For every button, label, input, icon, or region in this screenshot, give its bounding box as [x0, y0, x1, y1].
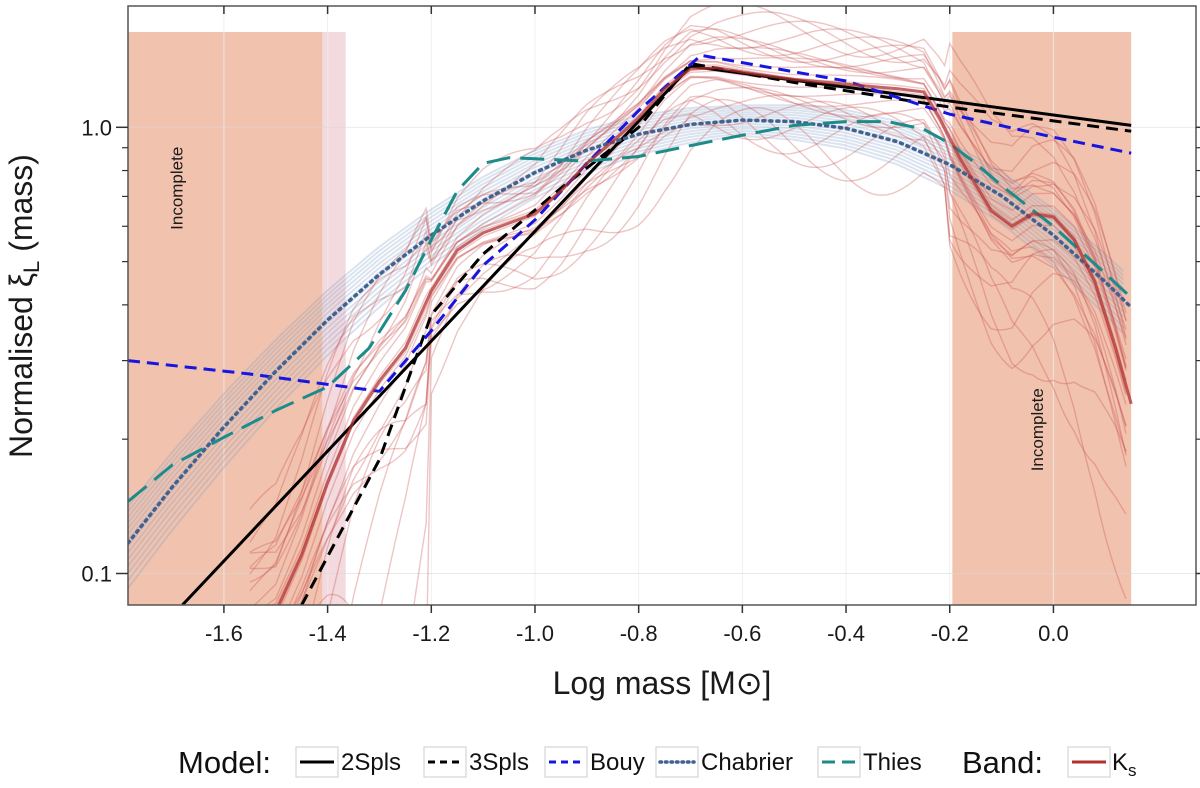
series-line-3spls: [300, 62, 1132, 605]
legend-label-ks: Ks: [1112, 749, 1137, 780]
x-tick-label: -0.6: [723, 621, 761, 646]
x-tick-label: 0.0: [1038, 621, 1069, 646]
legend-label-ks-subscript: s: [1128, 761, 1137, 780]
chabrier-ensemble-line: [128, 132, 1125, 582]
incomplete-label-1: Incomplete: [167, 147, 186, 230]
legend-label-thies: Thies: [863, 749, 922, 776]
legend-label-bouy: Bouy: [590, 749, 645, 776]
chabrier-ensemble-line: [128, 127, 1125, 567]
y-axis-title-subscript: L: [19, 261, 44, 273]
x-tick-label: -1.4: [309, 621, 347, 646]
legend-label-2spls: 2Spls: [341, 749, 401, 776]
chabrier-ensemble-line: [128, 122, 1125, 554]
y-axis-title: Normalised ξL (mass): [3, 154, 44, 458]
x-axis-title: Log mass [M⊙]: [553, 665, 772, 701]
ks-ensemble-line: [249, 46, 1127, 592]
y-axis-title-main: Normalised ξ: [3, 273, 39, 458]
ks-ensemble-line: [249, 24, 1127, 554]
ks-ensemble-line: [350, 99, 1127, 605]
legend-model-title: Model:: [178, 745, 271, 780]
ks-ensemble-line: [281, 70, 1127, 605]
legend-label-ks-main: K: [1112, 749, 1128, 776]
ks-ensemble-line: [300, 94, 1127, 605]
ks-ensemble-line: [293, 78, 1127, 605]
chabrier-ensemble-line: [128, 125, 1125, 560]
y-tick-label: 0.1: [81, 562, 112, 587]
ks-ensemble-line: [249, 20, 1127, 575]
ks-ensemble-line: [288, 75, 1127, 605]
series-line-chabrier: [128, 118, 1133, 545]
legend-label-chabrier: Chabrier: [701, 749, 793, 776]
ks-ensemble-line: [292, 86, 1127, 605]
x-tick-label: -0.2: [931, 621, 969, 646]
x-tick-label: -0.8: [620, 621, 658, 646]
incomplete-label-2: Incomplete: [1028, 388, 1047, 471]
x-tick-label: -1.0: [516, 621, 554, 646]
ks-ensemble-line: [270, 60, 1127, 605]
ks-ensemble-line: [249, 6, 1127, 510]
ks-ensemble-line: [265, 60, 1127, 605]
faint-region: [322, 32, 346, 605]
series-line-thies: [128, 120, 1133, 503]
x-tick-label: -1.2: [412, 621, 450, 646]
y-tick-label: 1.0: [81, 115, 112, 140]
plot-frame: [127, 5, 1197, 606]
ks-ensemble-line: [380, 95, 1127, 605]
legend-band-title: Band:: [962, 745, 1043, 780]
ks-ensemble-line: [249, 28, 1127, 583]
y-axis-title-tail: (mass): [3, 154, 39, 261]
ks-ensemble-line: [413, 98, 1127, 605]
series-line-ks: [277, 66, 1133, 605]
ks-ensemble-line: [298, 76, 1127, 605]
chabrier-ensemble-line: [128, 104, 1125, 508]
ks-ensemble-line: [249, 28, 1127, 570]
chabrier-ensemble-line: [128, 130, 1125, 574]
x-tick-label: -0.4: [827, 621, 865, 646]
legend-label-3spls: 3Spls: [469, 749, 529, 776]
ks-ensemble-line: [317, 106, 1127, 605]
ks-ensemble-line: [249, 28, 1127, 553]
legend: Model: 2Spls 3Spls Bouy Chabrier Thies Band: Ks: [178, 745, 1137, 780]
ks-ensemble-line: [249, 36, 1127, 568]
x-tick-label: -1.6: [205, 621, 243, 646]
ks-ensemble-line: [253, 57, 1127, 605]
